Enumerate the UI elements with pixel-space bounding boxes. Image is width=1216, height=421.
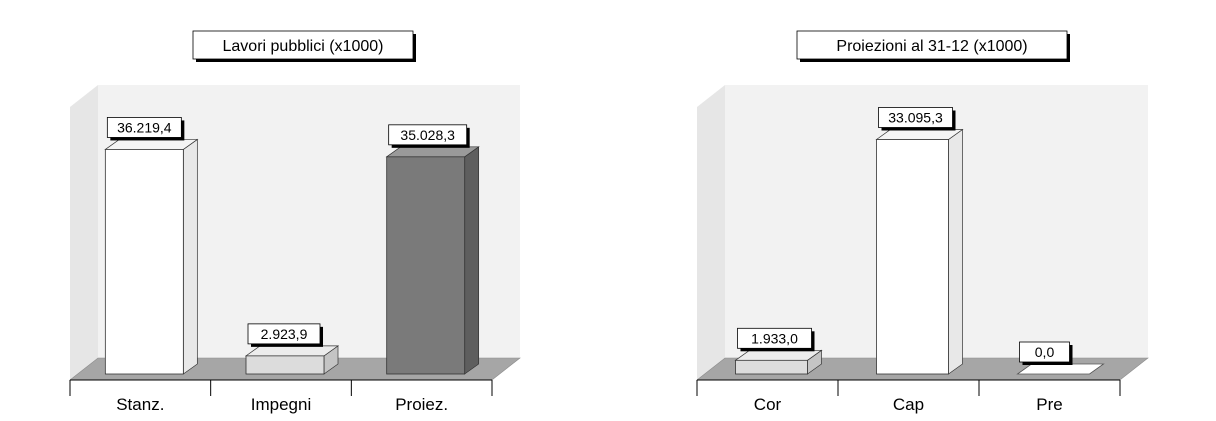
chart-lavori-pubblici: 36.219,4 Stanz. 2.923,9 Impegni 35.028,3 Proi… xyxy=(69,30,521,414)
x-tick-label: Pre xyxy=(1036,395,1062,414)
x-tick-label: Cor xyxy=(754,395,782,414)
data-label: 1.933,0 xyxy=(737,327,815,352)
data-label-box xyxy=(737,327,812,349)
bar-proiez xyxy=(385,146,480,375)
data-label-text: 1.933,0 xyxy=(751,330,798,346)
bar-stanz xyxy=(104,138,199,375)
bar-pre xyxy=(1016,363,1105,375)
data-label: 35.028,3 xyxy=(388,124,470,148)
bar-side xyxy=(948,128,963,375)
data-label-text: 33.095,3 xyxy=(888,109,943,125)
data-label: 33.095,3 xyxy=(878,107,956,131)
data-label-text: 35.028,3 xyxy=(400,127,455,143)
x-tick-label: Cap xyxy=(893,395,924,414)
bar-front xyxy=(876,139,949,375)
bar-front xyxy=(245,355,325,375)
chart-title-text: Lavori pubblici (x1000) xyxy=(223,38,384,55)
chart-proiezioni: 1.933,0 Cor 33.095,3 Cap 0,0 Pre Proiezioni al… xyxy=(696,30,1149,414)
bar-top xyxy=(104,139,199,150)
data-label-box xyxy=(247,323,321,345)
data-label: 36.219,4 xyxy=(106,117,185,141)
bar-front xyxy=(104,149,184,375)
data-label-box xyxy=(878,107,953,128)
bar-cor xyxy=(734,349,823,375)
bar-top xyxy=(385,146,480,158)
chart-title: Lavori pubblici (x1000) xyxy=(192,30,416,62)
bar-top xyxy=(734,349,823,361)
bar-cap xyxy=(875,128,964,375)
x-tick-label: Stanz. xyxy=(116,395,164,414)
bar-flat xyxy=(1016,363,1105,375)
data-label-box xyxy=(388,124,468,146)
data-label-box xyxy=(106,117,182,138)
side-wall xyxy=(70,85,98,380)
data-label-text: 36.219,4 xyxy=(117,119,172,135)
bar-front xyxy=(735,359,808,375)
chart-title-box xyxy=(192,30,414,60)
bar-impegni xyxy=(244,345,340,375)
data-label-text: 0,0 xyxy=(1035,344,1055,360)
bar-top xyxy=(244,345,340,357)
bar-side xyxy=(182,138,198,375)
bar-front xyxy=(386,156,466,375)
data-label-box xyxy=(1019,341,1070,363)
bar-top xyxy=(875,129,964,140)
x-tick-label: Impegni xyxy=(251,395,311,414)
x-tick-label: Proiez. xyxy=(395,395,448,414)
data-label: 2.923,9 xyxy=(247,323,324,347)
side-wall xyxy=(697,85,725,380)
data-label-text: 2.923,9 xyxy=(261,326,308,342)
bar-side xyxy=(464,146,480,375)
chart-title-box xyxy=(796,30,1068,60)
chart-title-text: Proiezioni al 31-12 (x1000) xyxy=(836,38,1027,55)
chart-title: Proiezioni al 31-12 (x1000) xyxy=(796,30,1070,62)
data-label: 0,0 xyxy=(1019,341,1073,365)
